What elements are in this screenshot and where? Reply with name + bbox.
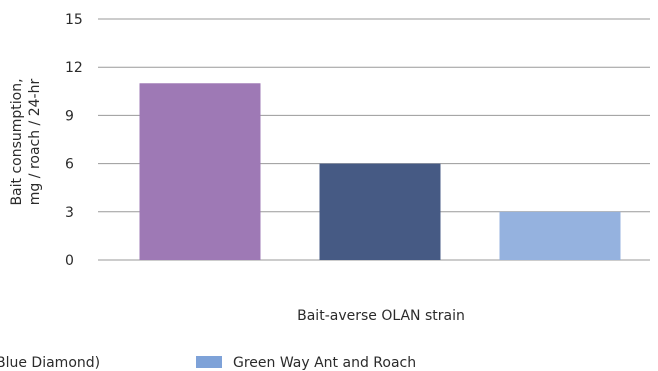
y-axis-label-line-2: mg / roach / 24-hr xyxy=(27,79,43,206)
legend-swatch xyxy=(196,356,222,368)
bar xyxy=(139,83,261,261)
y-tick-label: 9 xyxy=(65,108,74,124)
legend-label: Blue Diamond) xyxy=(0,355,100,371)
legend-label: Green Way Ant and Roach xyxy=(233,355,416,371)
y-tick-label: 0 xyxy=(65,253,74,269)
x-axis-label: Bait-averse OLAN strain xyxy=(297,308,465,324)
bars xyxy=(139,83,621,261)
y-tick-label: 3 xyxy=(65,205,74,221)
legend: Blue Diamond) Green Way Ant and Roach xyxy=(0,355,416,371)
bar xyxy=(319,163,441,260)
y-tick-label: 12 xyxy=(65,60,83,76)
y-axis-label-line-1: Bait consumption, xyxy=(9,78,25,205)
y-tick-label: 6 xyxy=(65,157,74,173)
y-tick-labels: 0 3 6 9 12 15 xyxy=(65,12,83,269)
y-tick-label: 15 xyxy=(65,12,83,28)
bar xyxy=(499,211,621,260)
